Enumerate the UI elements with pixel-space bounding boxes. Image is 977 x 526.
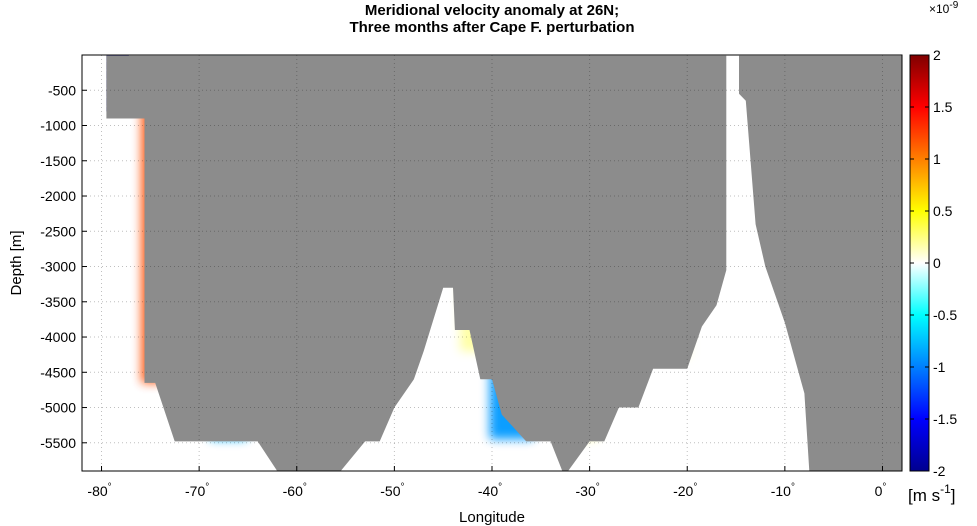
colorbar-tick-label: -2 [933,463,946,479]
y-tick-label: -1500 [40,153,76,169]
colorbar-units-main: [m s [908,486,940,505]
y-tick-label: -1000 [40,118,76,134]
topography-mask [82,55,902,471]
colorbar-tick-label: -1.5 [933,411,957,427]
colorbar-tick-label: 0.5 [933,203,953,219]
colorbar-tick-label: 1 [933,151,941,167]
y-tick-label: -4500 [40,364,76,380]
colorbar: -2-1.5-1-0.500.511.52 ×10-9 [m s-1] [908,0,959,505]
colorbar-exponent-power: -9 [949,0,958,11]
colorbar-units-close: ] [951,486,956,505]
colorbar-exponent: ×10-9 [929,0,959,16]
colorbar-units-power: -1 [940,482,951,496]
y-tick-label: -4000 [40,329,76,345]
x-tick-label: 0° [875,482,887,499]
colorbar-tick-label: 0 [933,255,941,271]
colorbar-tick-label: 1.5 [933,99,953,115]
y-tick-label: -500 [48,82,76,98]
x-tick-label: -20° [673,482,697,499]
x-tick-label: -10° [771,482,795,499]
colorbar-tick-label: 2 [933,47,941,63]
colorbar-tick-label: -0.5 [933,307,957,323]
x-tick-label: -50° [380,482,404,499]
y-axis-label: Depth [m] [8,230,25,295]
y-tick-label: -2000 [40,188,76,204]
colorbar-exponent-base: ×10 [929,2,950,16]
colorbar-units: [m s-1] [908,482,956,505]
x-axis-label: Longitude [459,509,525,526]
x-tick-label: -70° [185,482,209,499]
chart-subtitle: Three months after Cape F. perturbation [349,19,635,36]
y-tick-label: -5500 [40,435,76,451]
x-tick-label: -80° [87,482,111,499]
x-tick-label: -40° [478,482,502,499]
chart-title: Meridional velocity anomaly at 26N; [364,2,620,19]
y-tick-label: -3500 [40,294,76,310]
x-tick-label: -60° [283,482,307,499]
y-tick-label: -5000 [40,400,76,416]
y-tick-label: -3000 [40,259,76,275]
x-tick-label: -30° [576,482,600,499]
y-tick-label: -2500 [40,223,76,239]
colorbar-tick-label: -1 [933,359,946,375]
